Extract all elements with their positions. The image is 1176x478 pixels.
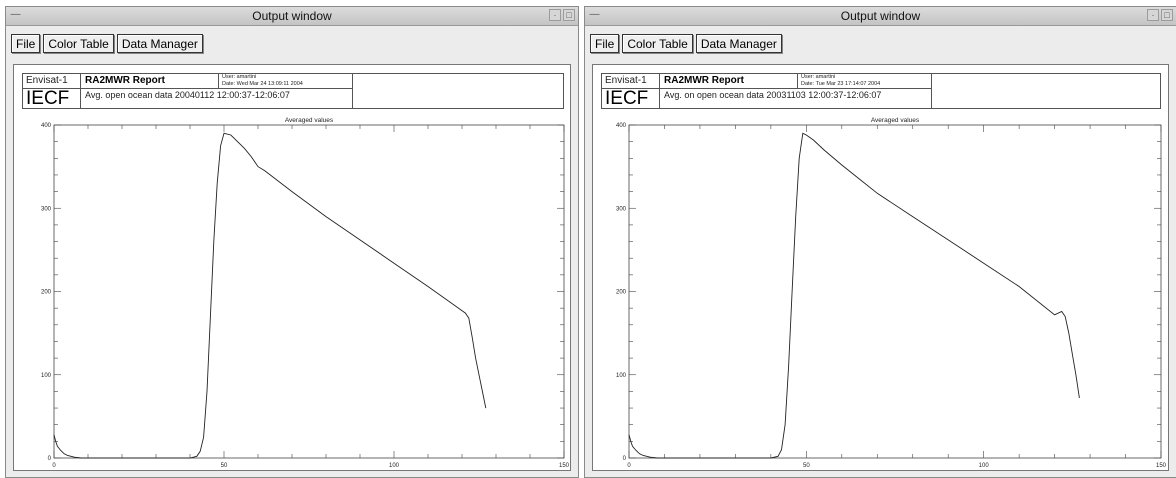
x-tick-label: 150 (1156, 463, 1167, 469)
window-menu-icon[interactable]: — (10, 9, 21, 20)
user-date-info: User: amartini Date: Tue Mar 23 17:14:07… (798, 74, 932, 89)
org-label: IECF (23, 89, 81, 108)
mission-label: Envisat-1 (602, 74, 660, 89)
minimize-icon[interactable]: · (1147, 9, 1159, 21)
user-date-info: User: amartini Date: Wed Mar 24 13:09:11… (219, 74, 353, 89)
series-line (53, 132, 487, 459)
minimize-icon[interactable]: · (549, 9, 561, 21)
x-tick-label: 100 (389, 463, 400, 469)
data-description: Avg. on open ocean data 20031103 12:00:3… (660, 89, 932, 108)
report-header: Envisat-1 IECF RA2MWR Report User: amart… (22, 73, 564, 109)
x-tick-label: 100 (979, 463, 990, 469)
report-area: Envisat-1 IECF RA2MWR Report User: amart… (13, 64, 571, 471)
x-tick-label: 0 (52, 463, 56, 469)
chart-title: Averaged values (871, 117, 920, 124)
window-titlebar[interactable]: — Output window · □ (585, 7, 1176, 26)
toolbar: File Color Table Data Manager (11, 34, 206, 56)
y-tick-label: 300 (616, 206, 627, 212)
data-description: Avg. open ocean data 20040112 12:00:37-1… (81, 89, 353, 108)
file-button[interactable]: File (590, 34, 620, 53)
org-label: IECF (602, 89, 660, 108)
y-tick-label: 400 (41, 123, 52, 129)
window-titlebar[interactable]: — Output window · □ (6, 7, 578, 26)
user-line: User: amartini (222, 74, 257, 80)
report-header: Envisat-1 IECF RA2MWR Report User: amart… (601, 73, 1161, 109)
report-title: RA2MWR Report (81, 74, 219, 89)
plot-frame (53, 124, 565, 459)
user-line: User: amartini (801, 74, 836, 80)
file-button[interactable]: File (11, 34, 41, 53)
date-line: Date: Tue Mar 23 17:14:07 2004 (801, 80, 881, 87)
color-table-button[interactable]: Color Table (43, 34, 114, 53)
data-manager-button[interactable]: Data Manager (695, 34, 782, 53)
color-table-button[interactable]: Color Table (622, 34, 693, 53)
output-window-left: — Output window · □ File Color Table Data … (5, 6, 579, 478)
y-tick-label: 0 (623, 456, 627, 462)
window-title: Output window (252, 9, 332, 23)
toolbar: File Color Table Data Manager (590, 34, 785, 56)
y-tick-label: 200 (41, 290, 52, 296)
mission-label: Envisat-1 (23, 74, 81, 89)
maximize-icon[interactable]: □ (563, 9, 575, 21)
x-tick-label: 150 (559, 463, 570, 469)
report-title: RA2MWR Report (660, 74, 798, 89)
plot-frame (628, 124, 1162, 459)
y-tick-label: 300 (41, 206, 52, 212)
date-line: Date: Wed Mar 24 13:09:11 2004 (222, 80, 303, 87)
y-tick-label: 100 (41, 373, 52, 379)
y-tick-label: 100 (616, 373, 627, 379)
output-window-right: — Output window · □ File Color Table Data … (584, 6, 1176, 478)
y-tick-label: 400 (616, 123, 627, 129)
y-tick-label: 200 (616, 290, 627, 296)
window-menu-icon[interactable]: — (589, 9, 600, 20)
data-manager-button[interactable]: Data Manager (116, 34, 203, 53)
x-tick-label: 0 (627, 463, 631, 469)
x-tick-label: 50 (803, 463, 810, 469)
report-area: Envisat-1 IECF RA2MWR Report User: amart… (592, 64, 1169, 471)
averaged-values-chart: Averaged values 0 50 100 150 0 100 200 300 400 (616, 117, 1167, 469)
series-line (628, 132, 1080, 459)
maximize-icon[interactable]: □ (1161, 9, 1173, 21)
chart-title: Averaged values (285, 117, 334, 124)
x-tick-label: 50 (221, 463, 228, 469)
window-title: Output window (840, 9, 921, 23)
y-tick-label: 0 (48, 456, 52, 462)
averaged-values-chart: Averaged values 0 50 100 150 0 100 200 300 400 (41, 117, 570, 469)
